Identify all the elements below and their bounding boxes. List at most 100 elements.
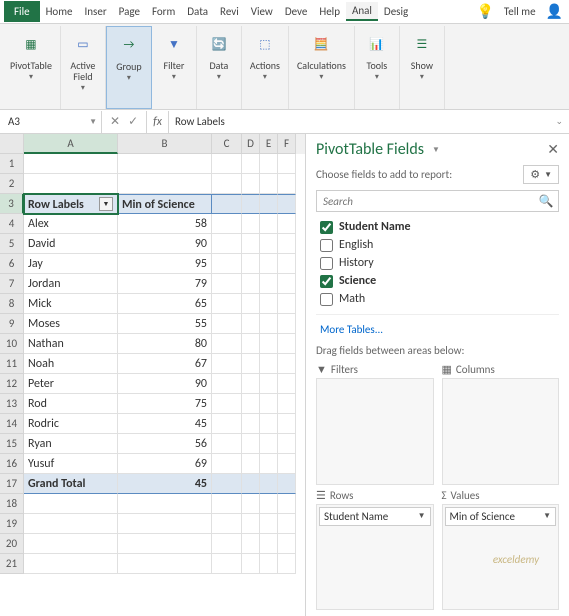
col-header-F[interactable]: F [278,134,296,154]
cell-A9[interactable]: Moses [24,314,118,334]
cell-D17[interactable] [242,474,260,494]
menu-help[interactable]: Help [313,3,346,20]
row-header[interactable]: 10 [0,334,24,354]
cell-C1[interactable] [212,154,242,174]
enter-icon[interactable]: ✓ [128,114,138,129]
cell-D15[interactable] [242,434,260,454]
cell-D6[interactable] [242,254,260,274]
cell-F11[interactable] [278,354,296,374]
menu-design[interactable]: Desig [378,3,414,20]
cell-C4[interactable] [212,214,242,234]
cell-E14[interactable] [260,414,278,434]
columns-dropzone[interactable] [442,378,560,485]
col-header-D[interactable]: D [242,134,260,154]
cell-C13[interactable] [212,394,242,414]
field-checkbox[interactable] [320,239,333,252]
cell-F6[interactable] [278,254,296,274]
cell-F3[interactable] [278,194,296,214]
cell-F20[interactable] [278,534,296,554]
account-icon[interactable]: 👤 [546,3,563,20]
cell-E2[interactable] [260,174,278,194]
cancel-icon[interactable]: ✕ [110,114,120,129]
formula-bar-expand-icon[interactable]: ⌄ [549,116,569,127]
col-header-C[interactable]: C [212,134,242,154]
cell-A19[interactable] [24,514,118,534]
cell-A18[interactable] [24,494,118,514]
cell-D2[interactable] [242,174,260,194]
cell-C17[interactable] [212,474,242,494]
row-header[interactable]: 20 [0,534,24,554]
cell-F16[interactable] [278,454,296,474]
row-header[interactable]: 5 [0,234,24,254]
cell-A11[interactable]: Noah [24,354,118,374]
cell-B13[interactable]: 75 [118,394,212,414]
menu-review[interactable]: Revi [214,3,245,20]
cell-E18[interactable] [260,494,278,514]
cell-B6[interactable]: 95 [118,254,212,274]
cell-B2[interactable] [118,174,212,194]
cell-F21[interactable] [278,554,296,574]
cell-B8[interactable]: 65 [118,294,212,314]
row-header[interactable]: 12 [0,374,24,394]
cell-F17[interactable] [278,474,296,494]
menu-developer[interactable]: Deve [279,3,314,20]
cell-C6[interactable] [212,254,242,274]
cell-B19[interactable] [118,514,212,534]
cell-B15[interactable]: 56 [118,434,212,454]
field-english[interactable]: English [316,236,559,254]
values-dropzone[interactable]: Min of Science▼ [442,504,560,611]
cell-D19[interactable] [242,514,260,534]
cell-F2[interactable] [278,174,296,194]
cell-B5[interactable]: 90 [118,234,212,254]
ribbon-active-field[interactable]: ▭ActiveField▾ [61,26,106,109]
cell-D10[interactable] [242,334,260,354]
row-header[interactable]: 7 [0,274,24,294]
col-header-A[interactable]: A [24,134,118,154]
cell-D5[interactable] [242,234,260,254]
cell-C2[interactable] [212,174,242,194]
cell-B12[interactable]: 90 [118,374,212,394]
cell-B16[interactable]: 69 [118,454,212,474]
cell-F9[interactable] [278,314,296,334]
col-header-E[interactable]: E [260,134,278,154]
cell-D4[interactable] [242,214,260,234]
cell-B7[interactable]: 79 [118,274,212,294]
cell-A12[interactable]: Peter [24,374,118,394]
cell-C10[interactable] [212,334,242,354]
ribbon-show[interactable]: ☰Show▾ [400,26,445,109]
row-header[interactable]: 8 [0,294,24,314]
ribbon-actions[interactable]: ⬚Actions▾ [242,26,289,109]
cell-A3[interactable]: Row Labels▼ [24,194,118,214]
cell-E6[interactable] [260,254,278,274]
menu-home[interactable]: Home [40,3,79,20]
cell-A16[interactable]: Yusuf [24,454,118,474]
menu-view[interactable]: View [245,3,279,20]
filter-dropdown-icon[interactable]: ▼ [99,197,113,211]
cell-C5[interactable] [212,234,242,254]
cell-A10[interactable]: Nathan [24,334,118,354]
formula-bar-value[interactable]: Row Labels [169,115,549,128]
cell-F15[interactable] [278,434,296,454]
more-tables-link[interactable]: More Tables... [316,319,559,340]
filters-dropzone[interactable] [316,378,434,485]
cell-F7[interactable] [278,274,296,294]
cell-B21[interactable] [118,554,212,574]
cell-F4[interactable] [278,214,296,234]
row-header[interactable]: 4 [0,214,24,234]
ribbon-pivottable[interactable]: ▦PivotTable▾ [2,26,61,109]
cell-B20[interactable] [118,534,212,554]
pane-title-dropdown-icon[interactable]: ▼ [432,145,440,155]
field-search[interactable]: 🔍 [316,190,559,212]
tell-me[interactable]: Tell me [498,3,542,20]
menu-insert[interactable]: Inser [79,3,113,20]
cell-D20[interactable] [242,534,260,554]
row-header[interactable]: 18 [0,494,24,514]
cell-D9[interactable] [242,314,260,334]
cell-C21[interactable] [212,554,242,574]
cell-B17[interactable]: 45 [118,474,212,494]
cell-A17[interactable]: Grand Total [24,474,118,494]
cell-D18[interactable] [242,494,260,514]
cell-F1[interactable] [278,154,296,174]
cell-C15[interactable] [212,434,242,454]
cell-E13[interactable] [260,394,278,414]
